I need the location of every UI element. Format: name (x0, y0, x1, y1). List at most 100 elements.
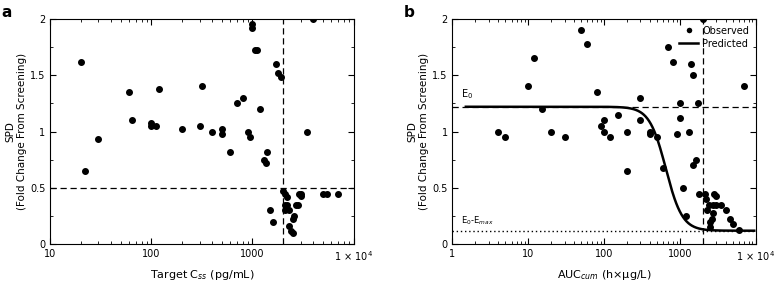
Point (558, 135, 571, 139)
Point (145, 124, 158, 128)
Point (598, 118, 611, 123)
Point (279, 202, 291, 207)
Text: E$_0$-E$_{max}$: E$_0$-E$_{max}$ (461, 215, 494, 227)
Point (224, 149, 237, 154)
Point (738, 84, 751, 89)
Point (281, 202, 294, 207)
Point (634, 118, 647, 123)
Point (230, 101, 243, 106)
Text: b: b (404, 5, 415, 20)
Point (281, 195, 294, 199)
Point (241, 129, 254, 134)
Point (685, 62, 697, 66)
Point (590, 90, 603, 94)
Point (651, 135, 664, 139)
Point (499, 135, 512, 139)
Point (691, 101, 704, 106)
Y-axis label: SPD
(Fold Change From Screening): SPD (Fold Change From Screening) (5, 53, 27, 210)
Point (666, 59, 679, 64)
Point (528, 56, 540, 60)
Point (536, 107, 548, 111)
Point (545, 129, 558, 134)
Point (176, 127, 188, 132)
Point (710, 202, 722, 207)
Point (704, 225, 716, 230)
Point (258, 158, 270, 162)
Point (704, 219, 716, 224)
Point (307, 16, 319, 21)
Point (687, 73, 700, 77)
Point (701, 208, 714, 213)
Point (267, 219, 280, 224)
Point (698, 191, 711, 196)
Point (674, 116, 686, 120)
Point (153, 86, 166, 91)
Point (272, 71, 284, 75)
Point (707, 210, 719, 215)
Point (575, 28, 587, 33)
Point (248, 48, 261, 53)
Point (687, 163, 700, 168)
Point (662, 45, 675, 49)
Legend: Observed, Predicted: Observed, Predicted (677, 24, 751, 50)
Text: E$_0$: E$_0$ (461, 87, 473, 101)
Point (288, 214, 301, 218)
Point (285, 228, 298, 233)
Point (279, 208, 291, 213)
Point (145, 120, 158, 125)
Point (255, 107, 267, 111)
Point (279, 191, 291, 196)
Point (644, 132, 656, 136)
Point (283, 224, 295, 228)
X-axis label: AUC$_{cum}$ (h×μg/L): AUC$_{cum}$ (h×μg/L) (557, 268, 651, 283)
Point (321, 191, 333, 196)
Point (683, 129, 695, 134)
Point (598, 129, 611, 134)
Point (196, 84, 209, 89)
Point (694, 191, 706, 196)
Point (705, 217, 718, 222)
Point (492, 129, 505, 134)
Point (621, 129, 633, 134)
Point (294, 191, 307, 196)
Point (707, 202, 719, 207)
Point (612, 112, 624, 117)
Point (246, 22, 259, 27)
Point (690, 158, 702, 162)
Point (723, 217, 736, 222)
Point (287, 231, 299, 235)
Point (251, 48, 263, 53)
Point (274, 75, 287, 80)
Point (127, 118, 139, 123)
Point (332, 191, 344, 196)
Point (194, 124, 206, 128)
Point (733, 227, 745, 232)
Point (594, 124, 607, 128)
Point (74, 59, 87, 64)
Point (700, 197, 712, 202)
Point (710, 194, 722, 198)
Point (92, 137, 105, 142)
Point (259, 161, 272, 165)
Point (708, 191, 720, 196)
X-axis label: Target C$_{ss}$ (pg/mL): Target C$_{ss}$ (pg/mL) (150, 268, 254, 283)
Point (719, 208, 732, 213)
Point (644, 129, 656, 134)
Point (294, 194, 307, 198)
Point (677, 185, 690, 190)
Point (715, 202, 728, 207)
Point (269, 62, 282, 66)
Point (283, 208, 295, 213)
Point (79, 169, 91, 173)
Point (237, 95, 249, 100)
Point (670, 132, 683, 136)
Point (216, 127, 228, 132)
Point (604, 135, 616, 139)
Point (216, 132, 228, 136)
Point (674, 101, 686, 106)
Point (634, 95, 647, 100)
Point (703, 202, 715, 207)
Point (727, 222, 740, 226)
Point (264, 208, 276, 213)
Point (522, 84, 534, 89)
